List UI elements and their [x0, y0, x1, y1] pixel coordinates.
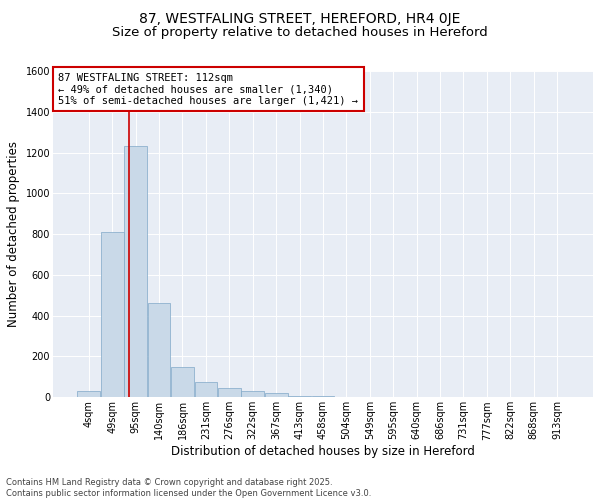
Bar: [124, 146, 147, 397]
Bar: [148, 304, 170, 397]
Bar: [101, 232, 124, 397]
Text: Contains HM Land Registry data © Crown copyright and database right 2025.
Contai: Contains HM Land Registry data © Crown c…: [6, 478, 371, 498]
Bar: [265, 393, 287, 397]
Bar: [288, 396, 311, 397]
Bar: [218, 388, 241, 397]
Text: 87, WESTFALING STREET, HEREFORD, HR4 0JE: 87, WESTFALING STREET, HEREFORD, HR4 0JE: [139, 12, 461, 26]
Y-axis label: Number of detached properties: Number of detached properties: [7, 141, 20, 327]
Bar: [241, 391, 264, 397]
Bar: [194, 382, 217, 397]
Bar: [311, 396, 334, 397]
X-axis label: Distribution of detached houses by size in Hereford: Distribution of detached houses by size …: [171, 445, 475, 458]
Bar: [171, 366, 194, 397]
Text: Size of property relative to detached houses in Hereford: Size of property relative to detached ho…: [112, 26, 488, 39]
Text: 87 WESTFALING STREET: 112sqm
← 49% of detached houses are smaller (1,340)
51% of: 87 WESTFALING STREET: 112sqm ← 49% of de…: [58, 72, 358, 106]
Bar: [77, 391, 100, 397]
